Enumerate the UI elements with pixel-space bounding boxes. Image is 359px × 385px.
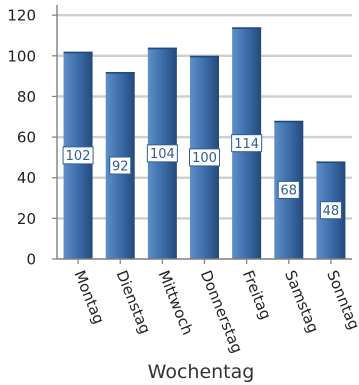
y-tick-label: 20 <box>17 210 36 228</box>
data-label: 104 <box>146 144 178 163</box>
bar-top-edge <box>274 120 304 123</box>
x-tick-label: Donnerstag <box>197 268 246 356</box>
y-tick-label: 40 <box>17 169 36 187</box>
x-tick-label: Dienstag <box>113 268 155 337</box>
y-tick-label: 60 <box>17 129 36 147</box>
data-label-box <box>231 134 263 153</box>
data-labels: 102 92 104 100 114 68 48 <box>62 134 342 220</box>
data-label: 48 <box>319 201 342 220</box>
x-tick-label: Montag <box>70 268 108 327</box>
bar-top-edge <box>63 51 93 54</box>
y-tick-label: 80 <box>17 88 36 106</box>
bar-top-edge <box>105 72 135 74</box>
data-label-box <box>146 144 178 163</box>
data-label-box <box>319 201 342 220</box>
y-tick-label: 100 <box>7 47 36 65</box>
y-tick-labels: 0 20 40 60 80 100 120 <box>7 7 36 269</box>
bars <box>63 27 346 260</box>
bar-top-edge <box>316 161 346 164</box>
data-label-text: 68 <box>281 184 298 199</box>
data-label-text: 92 <box>112 159 129 174</box>
y-tick-label: 0 <box>26 251 36 269</box>
data-label: 102 <box>62 146 94 165</box>
data-label-box <box>277 180 300 199</box>
bar-top-edge <box>147 47 177 50</box>
data-label-box <box>62 146 94 165</box>
data-label: 100 <box>189 148 220 167</box>
x-axis-title: Wochentag <box>148 361 255 383</box>
data-label-text: 100 <box>192 151 217 166</box>
bar-top-edge <box>232 27 262 29</box>
data-label: 114 <box>231 134 263 153</box>
data-label-box <box>109 156 132 175</box>
x-tick-label: Samstag <box>281 268 322 336</box>
data-label-box <box>189 148 220 167</box>
data-label-text: 104 <box>150 147 175 162</box>
x-tick-label: Sonntag <box>323 268 359 333</box>
axes <box>52 5 352 264</box>
data-label-text: 48 <box>323 204 340 219</box>
bar-top-edge <box>190 55 219 58</box>
data-label: 68 <box>277 180 300 199</box>
data-label: 92 <box>109 156 132 175</box>
data-label-text: 102 <box>66 149 91 164</box>
y-tick-label: 120 <box>7 7 36 25</box>
data-label-text: 114 <box>234 137 259 152</box>
x-tick-label: Mittwoch <box>155 268 197 338</box>
x-tick-label: Freitag <box>239 268 275 322</box>
